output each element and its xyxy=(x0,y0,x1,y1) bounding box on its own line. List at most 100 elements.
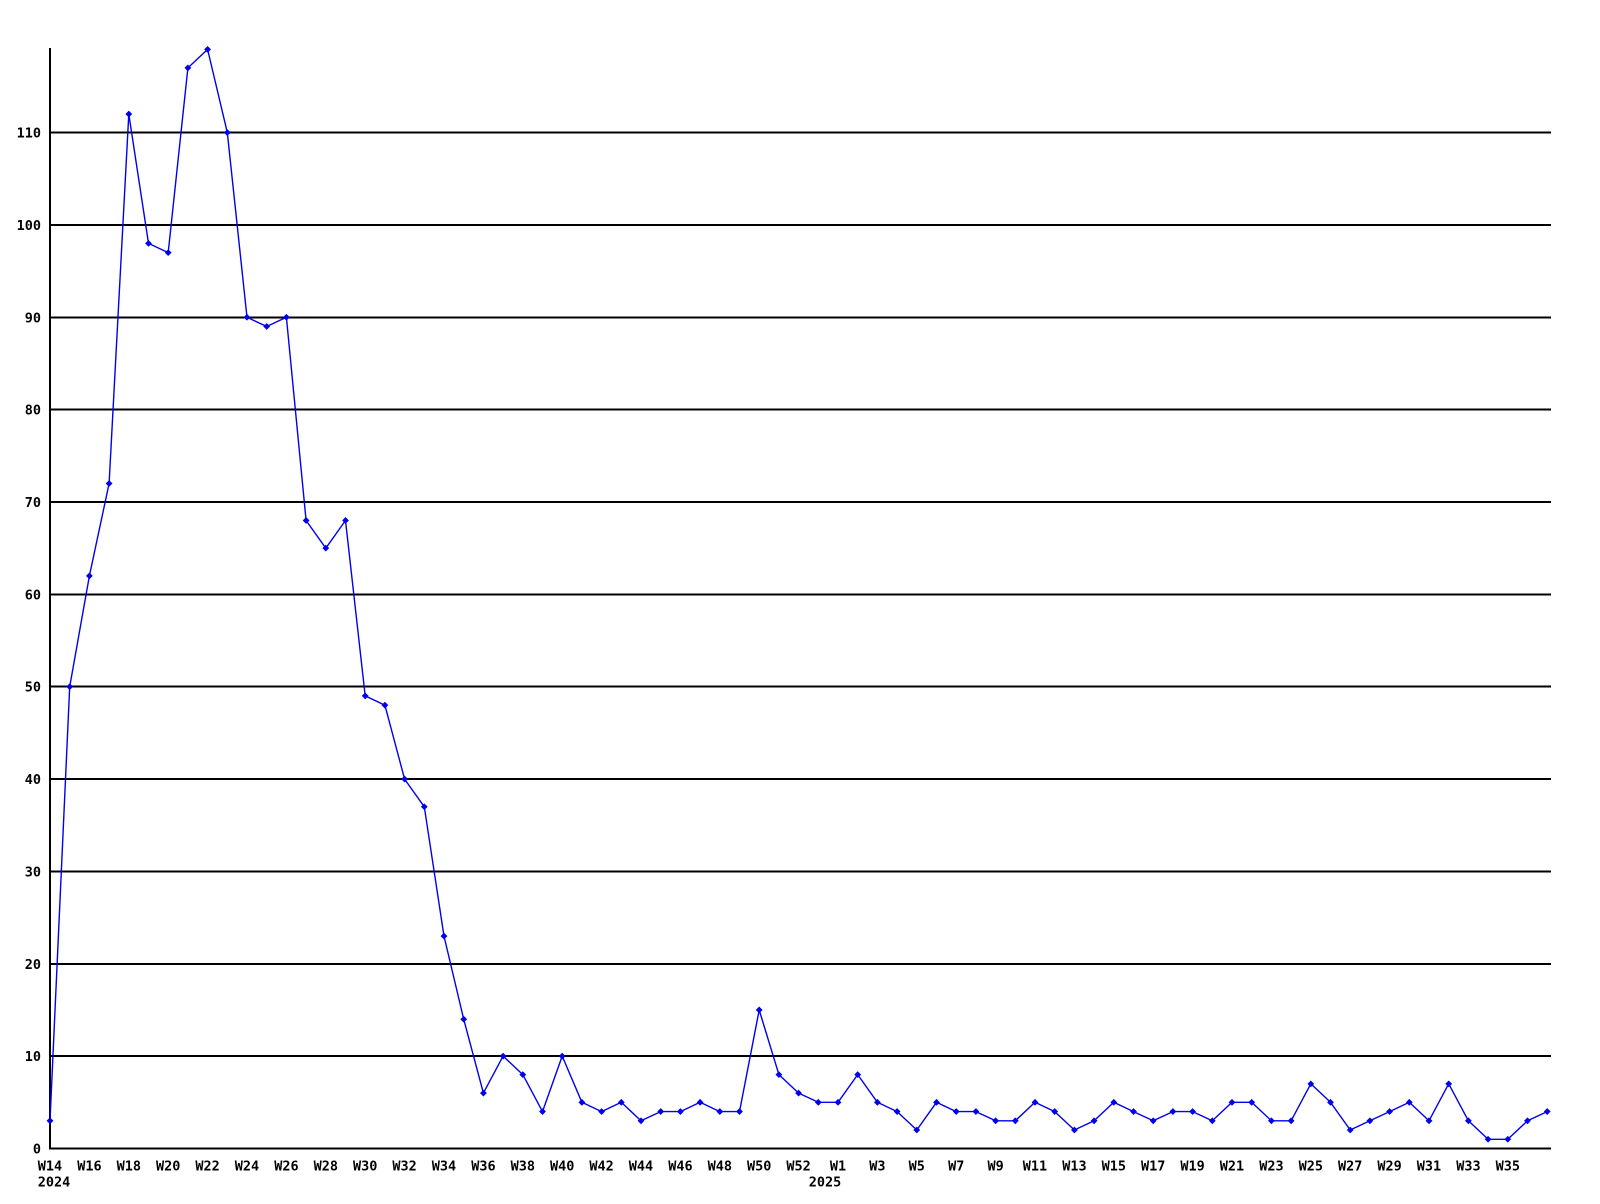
x-tick-label: W1 xyxy=(830,1159,846,1175)
data-point-marker xyxy=(401,775,408,783)
data-point-marker xyxy=(1110,1098,1118,1106)
x-tick-label: W25 xyxy=(1299,1159,1323,1175)
data-point-marker xyxy=(302,517,310,524)
data-point-marker xyxy=(204,46,211,53)
data-point-marker xyxy=(1268,1117,1275,1125)
x-tick-label: W31 xyxy=(1417,1159,1441,1175)
data-point-marker xyxy=(1011,1117,1019,1125)
data-point-marker xyxy=(46,1117,54,1125)
x-tick-label: W30 xyxy=(353,1159,377,1175)
data-point-marker xyxy=(814,1098,822,1106)
data-point-marker xyxy=(1307,1080,1315,1088)
x-tick-label: W34 xyxy=(432,1159,456,1175)
data-point-marker xyxy=(1189,1108,1196,1115)
y-tick-label: 100 xyxy=(17,218,41,234)
data-point-marker xyxy=(1051,1108,1059,1115)
x-tick-label: W19 xyxy=(1180,1159,1204,1175)
x-tick-label: W16 xyxy=(77,1159,101,1175)
data-point-marker xyxy=(598,1108,605,1115)
x-tick-label: W17 xyxy=(1141,1159,1165,1175)
data-point-marker xyxy=(775,1071,783,1079)
data-point-marker xyxy=(1543,1108,1551,1115)
data-point-marker xyxy=(342,517,349,524)
data-point-marker xyxy=(105,480,113,487)
data-point-marker xyxy=(1524,1117,1531,1125)
data-point-marker xyxy=(1090,1117,1098,1125)
data-point-marker xyxy=(874,1098,881,1106)
x-tick-label: W28 xyxy=(314,1159,338,1175)
x-tick-label: W44 xyxy=(629,1159,653,1175)
data-point-marker xyxy=(795,1089,802,1097)
y-tick-label: 90 xyxy=(25,310,41,326)
data-point-marker xyxy=(1346,1126,1354,1134)
x-tick-label: W15 xyxy=(1102,1159,1126,1175)
data-point-marker xyxy=(992,1117,999,1125)
data-point-marker xyxy=(66,683,74,691)
data-point-marker xyxy=(86,572,93,580)
data-point-marker xyxy=(736,1108,743,1115)
x-tick-label: W7 xyxy=(948,1159,964,1175)
data-point-marker xyxy=(361,692,369,700)
x-tick-label: W29 xyxy=(1377,1159,1401,1175)
data-point-marker xyxy=(893,1108,901,1115)
data-point-marker xyxy=(657,1108,665,1115)
data-point-marker xyxy=(578,1098,586,1106)
data-point-marker xyxy=(263,323,271,330)
data-point-marker xyxy=(1484,1135,1492,1143)
data-point-marker xyxy=(1071,1126,1078,1134)
data-point-marker xyxy=(1425,1117,1433,1125)
year-label: 2025 xyxy=(809,1175,842,1191)
y-tick-label: 40 xyxy=(25,772,41,788)
data-point-marker xyxy=(1327,1098,1334,1106)
data-point-marker xyxy=(243,313,251,321)
data-point-marker xyxy=(1169,1108,1177,1115)
data-point-marker xyxy=(1228,1098,1236,1106)
data-point-marker xyxy=(1248,1098,1256,1106)
x-tick-label: W23 xyxy=(1259,1159,1283,1175)
x-tick-label: W18 xyxy=(117,1159,141,1175)
data-point-marker xyxy=(1386,1108,1393,1115)
x-tick-label: W26 xyxy=(274,1159,298,1175)
x-tick-label: W42 xyxy=(589,1159,613,1175)
x-tick-label: W9 xyxy=(987,1159,1003,1175)
x-tick-label: W13 xyxy=(1062,1159,1086,1175)
data-point-marker xyxy=(164,249,172,257)
data-point-marker xyxy=(637,1117,645,1125)
data-point-marker xyxy=(617,1098,625,1106)
year-label: 2024 xyxy=(38,1175,71,1191)
data-point-marker xyxy=(854,1071,862,1079)
data-point-marker xyxy=(1287,1117,1295,1125)
data-point-marker xyxy=(184,64,192,72)
data-point-marker xyxy=(125,110,133,118)
data-point-marker xyxy=(283,313,290,321)
data-point-marker xyxy=(322,544,330,552)
data-point-marker xyxy=(933,1098,940,1106)
x-tick-label: W22 xyxy=(195,1159,219,1175)
data-point-marker xyxy=(381,701,389,709)
data-point-marker xyxy=(716,1108,724,1115)
y-tick-label: 70 xyxy=(25,495,41,511)
data-point-marker xyxy=(913,1126,921,1134)
data-point-marker xyxy=(1405,1098,1413,1106)
data-point-marker xyxy=(420,803,428,811)
x-tick-label: W38 xyxy=(511,1159,535,1175)
data-point-marker xyxy=(145,239,152,247)
y-tick-label: 20 xyxy=(25,957,41,973)
data-point-marker xyxy=(1445,1080,1453,1088)
data-point-marker xyxy=(1031,1098,1039,1106)
y-tick-label: 30 xyxy=(25,864,41,880)
x-tick-label: W36 xyxy=(471,1159,495,1175)
x-tick-label: W40 xyxy=(550,1159,574,1175)
x-tick-label: W32 xyxy=(392,1159,416,1175)
y-tick-label: 50 xyxy=(25,680,41,696)
data-point-marker xyxy=(480,1089,487,1097)
x-tick-label: W50 xyxy=(747,1159,771,1175)
data-point-marker xyxy=(539,1108,546,1115)
x-tick-label: W5 xyxy=(909,1159,925,1175)
y-tick-label: 10 xyxy=(25,1049,41,1065)
y-tick-label: 60 xyxy=(25,587,41,603)
x-tick-label: W33 xyxy=(1456,1159,1480,1175)
x-tick-label: W52 xyxy=(786,1159,810,1175)
data-point-marker xyxy=(972,1108,980,1115)
